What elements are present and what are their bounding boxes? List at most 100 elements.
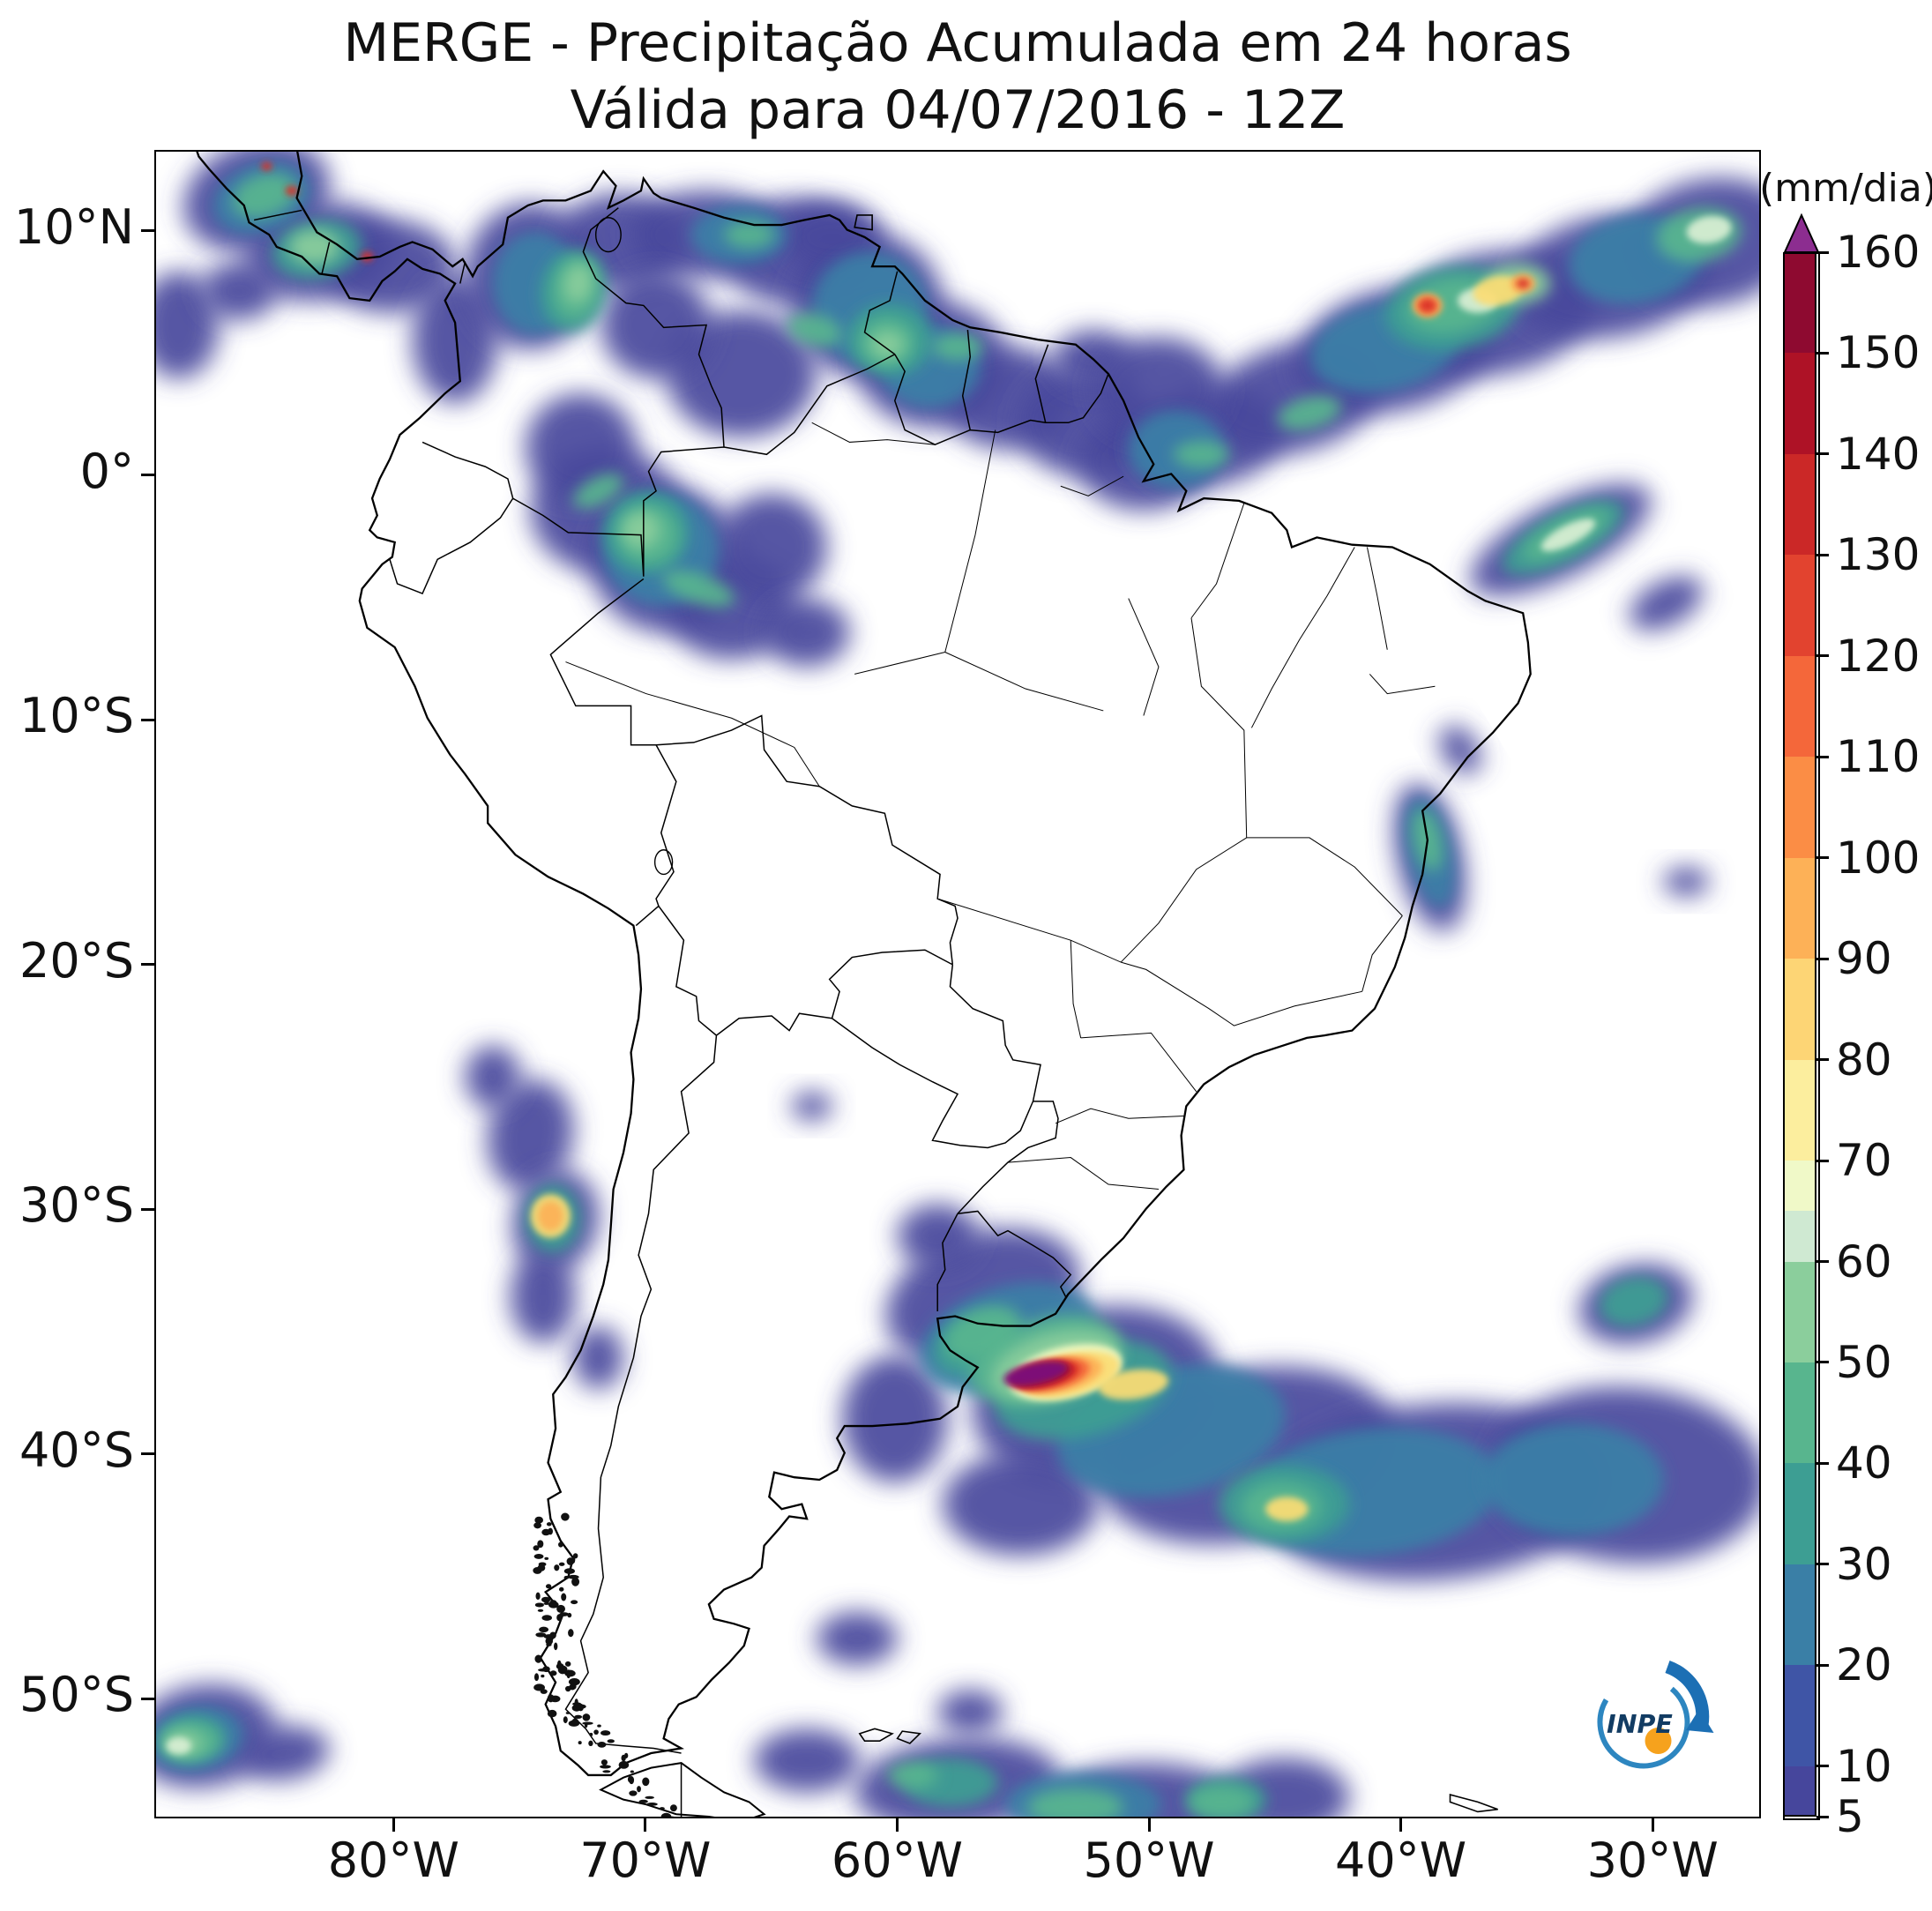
y-tick-label: 30°S	[19, 1177, 134, 1234]
y-tick-mark	[141, 1207, 154, 1211]
fjord-islet	[572, 1553, 578, 1559]
fjord-islet	[630, 1770, 634, 1773]
fjord-islet	[646, 1803, 658, 1806]
fjord-islet	[571, 1600, 578, 1605]
colorbar-segment	[1783, 1564, 1816, 1666]
colorbar-tick-label: 90	[1836, 933, 1892, 985]
fjord-islet	[545, 1637, 554, 1646]
precip-cell	[791, 1091, 832, 1122]
precip-cell	[1277, 395, 1342, 430]
colorbar-segment	[1783, 555, 1816, 656]
colorbar-tick-mark	[1816, 351, 1829, 355]
precip-cell	[1482, 1423, 1664, 1536]
precip-cell	[1630, 576, 1704, 631]
precip-cell	[1516, 278, 1530, 289]
colorbar-tick-mark	[1816, 1815, 1829, 1818]
colorbar-tick-mark	[1816, 957, 1829, 960]
precip-cell	[1189, 1786, 1255, 1817]
fjord-islet	[548, 1600, 557, 1608]
precip-cell	[239, 1726, 330, 1780]
fjord-islet	[627, 1775, 633, 1783]
x-tick-label: 50°W	[1083, 1833, 1215, 1888]
precip-cell	[573, 1325, 624, 1390]
precip-cell	[787, 313, 842, 347]
x-tick-mark	[1651, 1818, 1654, 1832]
colorbar-tick-label: 130	[1836, 529, 1921, 581]
precip-cell	[285, 185, 299, 196]
colorbar-segment	[1783, 1665, 1816, 1766]
fjord-islet	[564, 1669, 576, 1677]
colorbar-tick-mark	[1816, 755, 1829, 758]
colorbar-segment	[1783, 1362, 1816, 1464]
y-tick-mark	[141, 474, 154, 477]
colorbar-over-arrow	[1783, 213, 1820, 253]
fjord-islet	[582, 1713, 591, 1721]
colorbar-tick-label: 160	[1836, 227, 1921, 278]
fjord-islet	[541, 1615, 552, 1621]
fjord-islet	[571, 1718, 579, 1725]
precipitation-field	[156, 152, 1759, 1817]
fjord-islet	[568, 1678, 580, 1686]
fjord-islet	[578, 1741, 582, 1745]
x-tick-mark	[644, 1818, 647, 1832]
colorbar-tick-label: 10	[1836, 1740, 1892, 1792]
map-plot-area	[154, 150, 1761, 1818]
fjord-islet	[543, 1634, 555, 1639]
inpe-swirl-icon	[1597, 1676, 1690, 1769]
x-tick-label: 30°W	[1586, 1833, 1719, 1888]
precip-cell	[1265, 1497, 1309, 1522]
fjord-islet	[546, 1522, 552, 1527]
fjord-islet	[563, 1716, 568, 1724]
precip-cell	[841, 1355, 948, 1482]
south-america-coastline	[191, 152, 1531, 1775]
y-tick-label: 10°N	[13, 198, 134, 255]
colorbar-tick-label: 120	[1836, 630, 1921, 682]
colorbar-segment	[1783, 252, 1816, 354]
fjord-islet	[558, 1586, 564, 1592]
x-tick-label: 70°W	[579, 1833, 712, 1888]
fjord-islet	[544, 1556, 549, 1560]
colorbar-tick-label: 100	[1836, 832, 1921, 884]
fjord-islet	[535, 1592, 541, 1601]
precip-cell	[1420, 299, 1436, 312]
fjord-islet	[558, 1541, 563, 1548]
y-tick-mark	[141, 963, 154, 967]
fjord-islet	[575, 1704, 586, 1709]
precip-cell	[942, 1452, 1099, 1556]
colorbar-tick-mark	[1816, 553, 1829, 556]
fjord-islet	[537, 1564, 546, 1571]
colorbar-tick-label: 70	[1836, 1135, 1892, 1187]
fjord-islet	[543, 1601, 550, 1605]
colorbar-tick-label: 140	[1836, 428, 1921, 480]
precip-cell	[723, 220, 774, 249]
fjord-islet	[547, 1694, 555, 1703]
fjord-islet	[554, 1564, 560, 1571]
precip-cell	[261, 161, 272, 171]
precip-cell	[1473, 275, 1523, 306]
fjord-islet	[535, 1632, 547, 1638]
colorbar-tick-label: 110	[1836, 731, 1921, 783]
fjord-islet	[564, 1661, 571, 1667]
precip-cell	[716, 493, 827, 601]
fjord-islet	[582, 1721, 593, 1725]
colorbar-units-label: (mm/dia)	[1759, 166, 1932, 211]
colorbar-tick-mark	[1816, 856, 1829, 860]
colorbar-segment	[1783, 353, 1816, 454]
x-tick-mark	[1147, 1818, 1151, 1832]
fjord-islet	[563, 1575, 570, 1579]
brazil-state-borders	[565, 422, 1435, 1189]
precip-cell	[510, 1250, 576, 1343]
x-tick-mark	[1399, 1818, 1403, 1832]
fjord-islet	[557, 1660, 562, 1668]
fjord-islet	[533, 1673, 540, 1682]
fjord-islet	[533, 1522, 542, 1529]
fjord-islet	[537, 1540, 544, 1549]
fjord-islet	[621, 1754, 626, 1762]
colorbar-segment	[1783, 857, 1816, 959]
y-tick-mark	[141, 1697, 154, 1700]
fjord-islet	[559, 1612, 570, 1616]
colorbar-tick-mark	[1816, 1765, 1829, 1768]
precip-cell	[937, 1690, 1003, 1734]
fjord-islet	[558, 1562, 565, 1566]
fjord-islet	[537, 1609, 544, 1612]
